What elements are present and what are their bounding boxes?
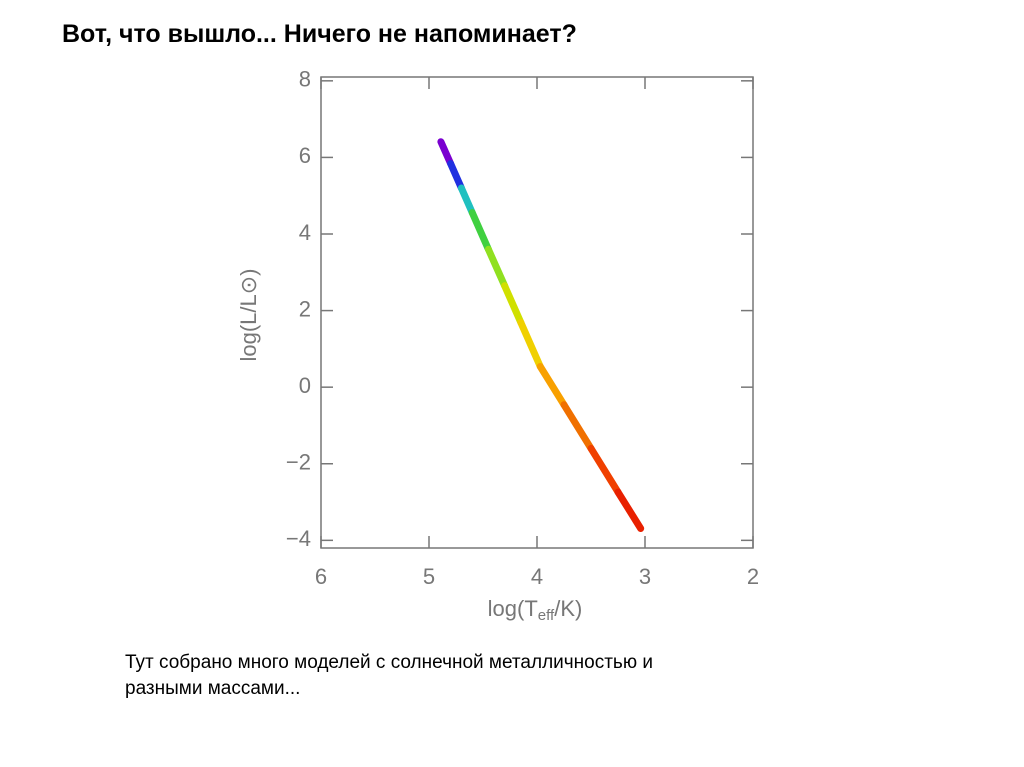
x-tick-label: 6 bbox=[315, 564, 327, 589]
line-segment bbox=[560, 401, 595, 452]
line-segment bbox=[536, 362, 568, 409]
x-axis-label: log(Teff/K) bbox=[488, 596, 583, 624]
line-segment bbox=[468, 209, 492, 253]
caption-line: разными массами... bbox=[125, 678, 301, 699]
x-tick-label: 5 bbox=[423, 564, 435, 589]
line-segment bbox=[517, 318, 544, 370]
caption: Тут собрано много моделей с солнечной ме… bbox=[125, 650, 653, 702]
line-segment bbox=[447, 160, 465, 192]
line-segment bbox=[437, 138, 455, 168]
y-axis-label: log(L/L⊙) bbox=[236, 268, 261, 361]
plot-frame bbox=[320, 76, 754, 549]
y-tick-label: −4 bbox=[286, 526, 311, 551]
line-segment bbox=[614, 488, 645, 532]
y-tick-label: 6 bbox=[299, 143, 311, 168]
line-segment bbox=[484, 245, 509, 290]
slide-title: Вот, что вышло... Ничего не напоминает? bbox=[62, 20, 577, 48]
y-tick-label: 0 bbox=[299, 373, 311, 398]
y-tick-label: 8 bbox=[299, 67, 311, 92]
y-tick-label: 2 bbox=[299, 296, 311, 321]
line-segment bbox=[501, 282, 525, 326]
x-tick-label: 4 bbox=[531, 564, 543, 589]
y-tick-label: 4 bbox=[299, 220, 311, 245]
line-segment bbox=[587, 444, 622, 496]
x-tick-label: 2 bbox=[747, 564, 759, 589]
y-tick-label: −2 bbox=[286, 450, 311, 475]
x-tick-label: 3 bbox=[639, 564, 651, 589]
caption-line: Тут собрано много моделей с солнечной ме… bbox=[125, 652, 653, 673]
line-segment bbox=[457, 184, 476, 217]
